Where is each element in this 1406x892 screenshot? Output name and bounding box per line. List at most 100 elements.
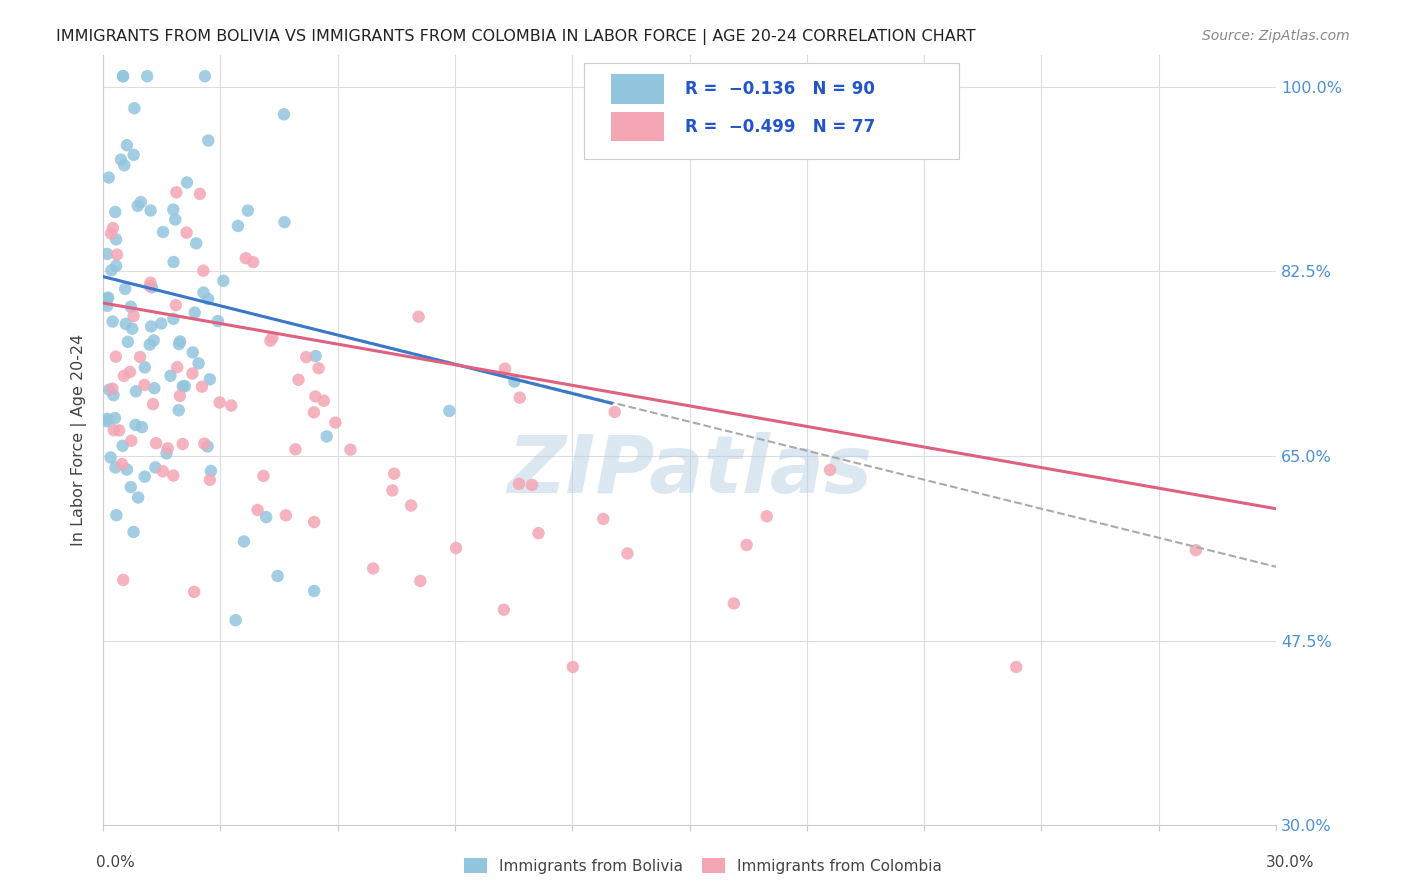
Legend: Immigrants from Bolivia, Immigrants from Colombia: Immigrants from Bolivia, Immigrants from… xyxy=(458,852,948,880)
Point xyxy=(97,170,120,185)
Point xyxy=(165,298,187,312)
Point xyxy=(723,596,745,610)
Point xyxy=(273,215,295,229)
Point xyxy=(242,255,264,269)
Point xyxy=(592,512,614,526)
Point xyxy=(408,310,430,324)
Point xyxy=(198,372,221,386)
Point xyxy=(96,299,118,313)
Point xyxy=(172,437,194,451)
Point xyxy=(1005,660,1028,674)
Point xyxy=(339,442,361,457)
Point xyxy=(134,469,156,483)
FancyBboxPatch shape xyxy=(583,62,959,159)
Point xyxy=(143,381,166,395)
Point xyxy=(98,383,121,397)
Point xyxy=(194,69,217,83)
Point xyxy=(312,393,335,408)
Point xyxy=(325,416,347,430)
Point xyxy=(111,439,134,453)
Point xyxy=(444,541,467,555)
Point xyxy=(226,219,249,233)
Point xyxy=(100,263,122,277)
Point xyxy=(167,403,190,417)
Point xyxy=(114,317,136,331)
Point xyxy=(127,199,149,213)
Point xyxy=(165,186,187,200)
Point xyxy=(232,534,254,549)
Point xyxy=(122,524,145,539)
Point xyxy=(284,442,307,457)
Point xyxy=(167,337,190,351)
Point xyxy=(361,561,384,575)
Point xyxy=(100,227,122,241)
Bar xyxy=(612,112,664,142)
Point xyxy=(115,462,138,476)
Point xyxy=(136,69,159,83)
Point xyxy=(96,414,118,428)
Point xyxy=(115,138,138,153)
Point xyxy=(527,526,550,541)
Point xyxy=(162,255,184,269)
Point xyxy=(191,380,214,394)
Point xyxy=(304,349,326,363)
Point xyxy=(124,417,146,432)
Point xyxy=(302,405,325,419)
Point xyxy=(104,350,127,364)
Point xyxy=(197,440,219,454)
Point xyxy=(172,379,194,393)
Point xyxy=(225,613,247,627)
Point xyxy=(110,153,132,167)
Point xyxy=(111,457,134,471)
Point xyxy=(152,225,174,239)
Point xyxy=(246,503,269,517)
Point xyxy=(124,101,146,115)
Point xyxy=(142,334,165,348)
Point xyxy=(96,247,118,261)
Point xyxy=(139,276,162,290)
Point xyxy=(103,388,125,402)
Text: Source: ZipAtlas.com: Source: ZipAtlas.com xyxy=(1202,29,1350,43)
Point xyxy=(235,251,257,265)
Point xyxy=(127,491,149,505)
Point xyxy=(267,569,290,583)
Point xyxy=(503,375,526,389)
Point xyxy=(188,186,211,201)
Text: IMMIGRANTS FROM BOLIVIA VS IMMIGRANTS FROM COLOMBIA IN LABOR FORCE | AGE 20-24 C: IMMIGRANTS FROM BOLIVIA VS IMMIGRANTS FR… xyxy=(56,29,976,45)
Point xyxy=(254,510,277,524)
Point xyxy=(120,480,142,494)
Point xyxy=(101,382,124,396)
Point xyxy=(735,538,758,552)
Text: R =  −0.136   N = 90: R = −0.136 N = 90 xyxy=(685,80,875,98)
Point xyxy=(207,314,229,328)
Point xyxy=(138,337,160,351)
Point xyxy=(183,305,205,319)
Point xyxy=(134,360,156,375)
Point xyxy=(111,69,134,83)
Point xyxy=(755,509,778,524)
Point xyxy=(208,395,231,409)
Point xyxy=(103,423,125,437)
Point xyxy=(176,226,198,240)
Point xyxy=(145,436,167,450)
Point xyxy=(520,478,543,492)
Point xyxy=(603,405,626,419)
Point xyxy=(193,285,215,300)
Point xyxy=(197,134,219,148)
Point xyxy=(262,331,284,345)
Text: 0.0%: 0.0% xyxy=(96,855,135,870)
Point xyxy=(105,232,128,246)
Point xyxy=(508,476,530,491)
Point xyxy=(169,334,191,349)
Point xyxy=(131,420,153,434)
Point xyxy=(155,446,177,460)
Point xyxy=(111,69,134,83)
Point xyxy=(121,322,143,336)
Point xyxy=(181,367,204,381)
Point xyxy=(120,300,142,314)
Point xyxy=(122,309,145,323)
Point xyxy=(287,373,309,387)
Point xyxy=(139,279,162,293)
Point xyxy=(304,390,326,404)
Point xyxy=(101,221,124,235)
